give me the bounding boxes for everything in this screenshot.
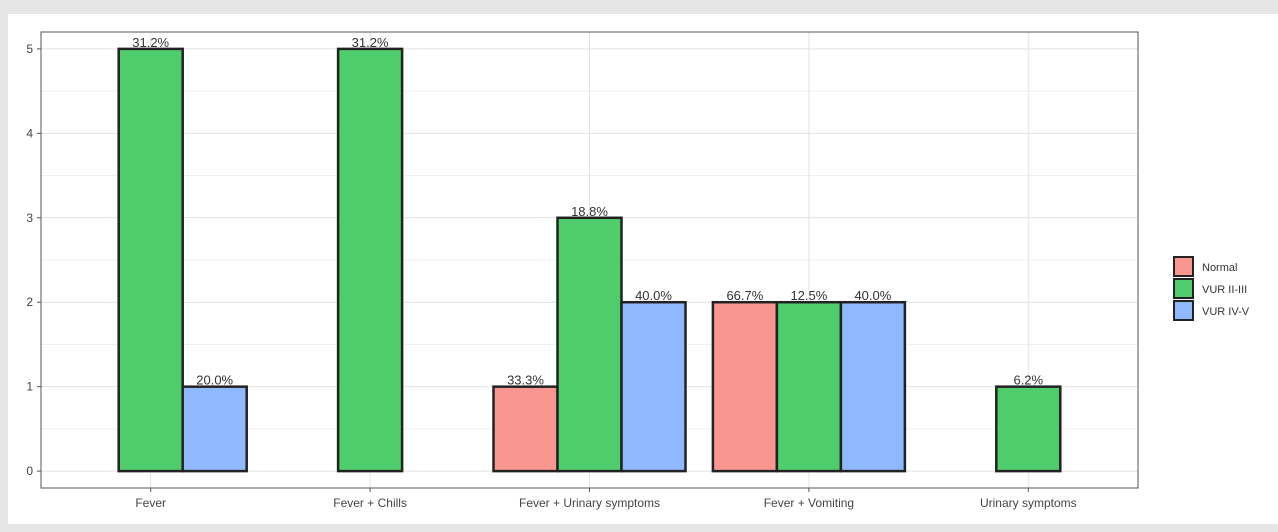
bar-value-label: 6.2% [1013,373,1043,388]
x-tick-label: Urinary symptoms [980,496,1077,510]
y-tick-label: 5 [26,42,33,56]
y-tick-label: 3 [26,211,33,225]
bar-value-label: 31.2% [352,35,389,50]
y-tick-label: 1 [26,380,33,394]
chart-panel: 31.2% 20.0% 31.2% 33.3% 18.8% 40.0% 66.7% 12.5%… [8,14,1278,524]
bar-chart: 31.2% 20.0% 31.2% 33.3% 18.8% 40.0% 66.7% 12.5%… [26,31,1250,510]
bar-value-label: 40.0% [854,288,891,303]
bar [336,47,404,473]
x-tick-label: Fever + Chills [333,496,407,510]
y-tick-label: 4 [26,126,33,140]
legend-label: VUR IV-V [1202,306,1250,318]
bar [181,385,248,473]
x-tick-label: Fever + Urinary symptoms [519,496,660,510]
y-tick-label: 2 [26,295,33,309]
legend-swatch [1173,256,1194,277]
y-tick-label: 0 [26,464,33,478]
bar [995,385,1062,473]
bar [556,216,623,473]
bar-value-label: 33.3% [507,373,544,388]
bar-value-label: 66.7% [726,288,763,303]
legend-swatch [1173,300,1194,321]
bar [492,385,559,473]
bar-value-label: 12.5% [790,288,827,303]
bar-value-label: 40.0% [635,288,672,303]
bar [839,300,907,473]
bar-value-label: 31.2% [132,35,169,50]
bar [117,47,184,473]
legend-label: VUR II-III [1202,284,1247,296]
bar [620,300,687,473]
bar [711,300,779,473]
x-tick-label: Fever + Vomiting [764,496,854,510]
legend-label: Normal [1202,262,1237,274]
x-tick-label: Fever [135,496,166,510]
bar-value-label: 20.0% [196,373,233,388]
legend-swatch [1173,278,1194,299]
bar [775,300,843,473]
bar-value-label: 18.8% [571,204,608,219]
